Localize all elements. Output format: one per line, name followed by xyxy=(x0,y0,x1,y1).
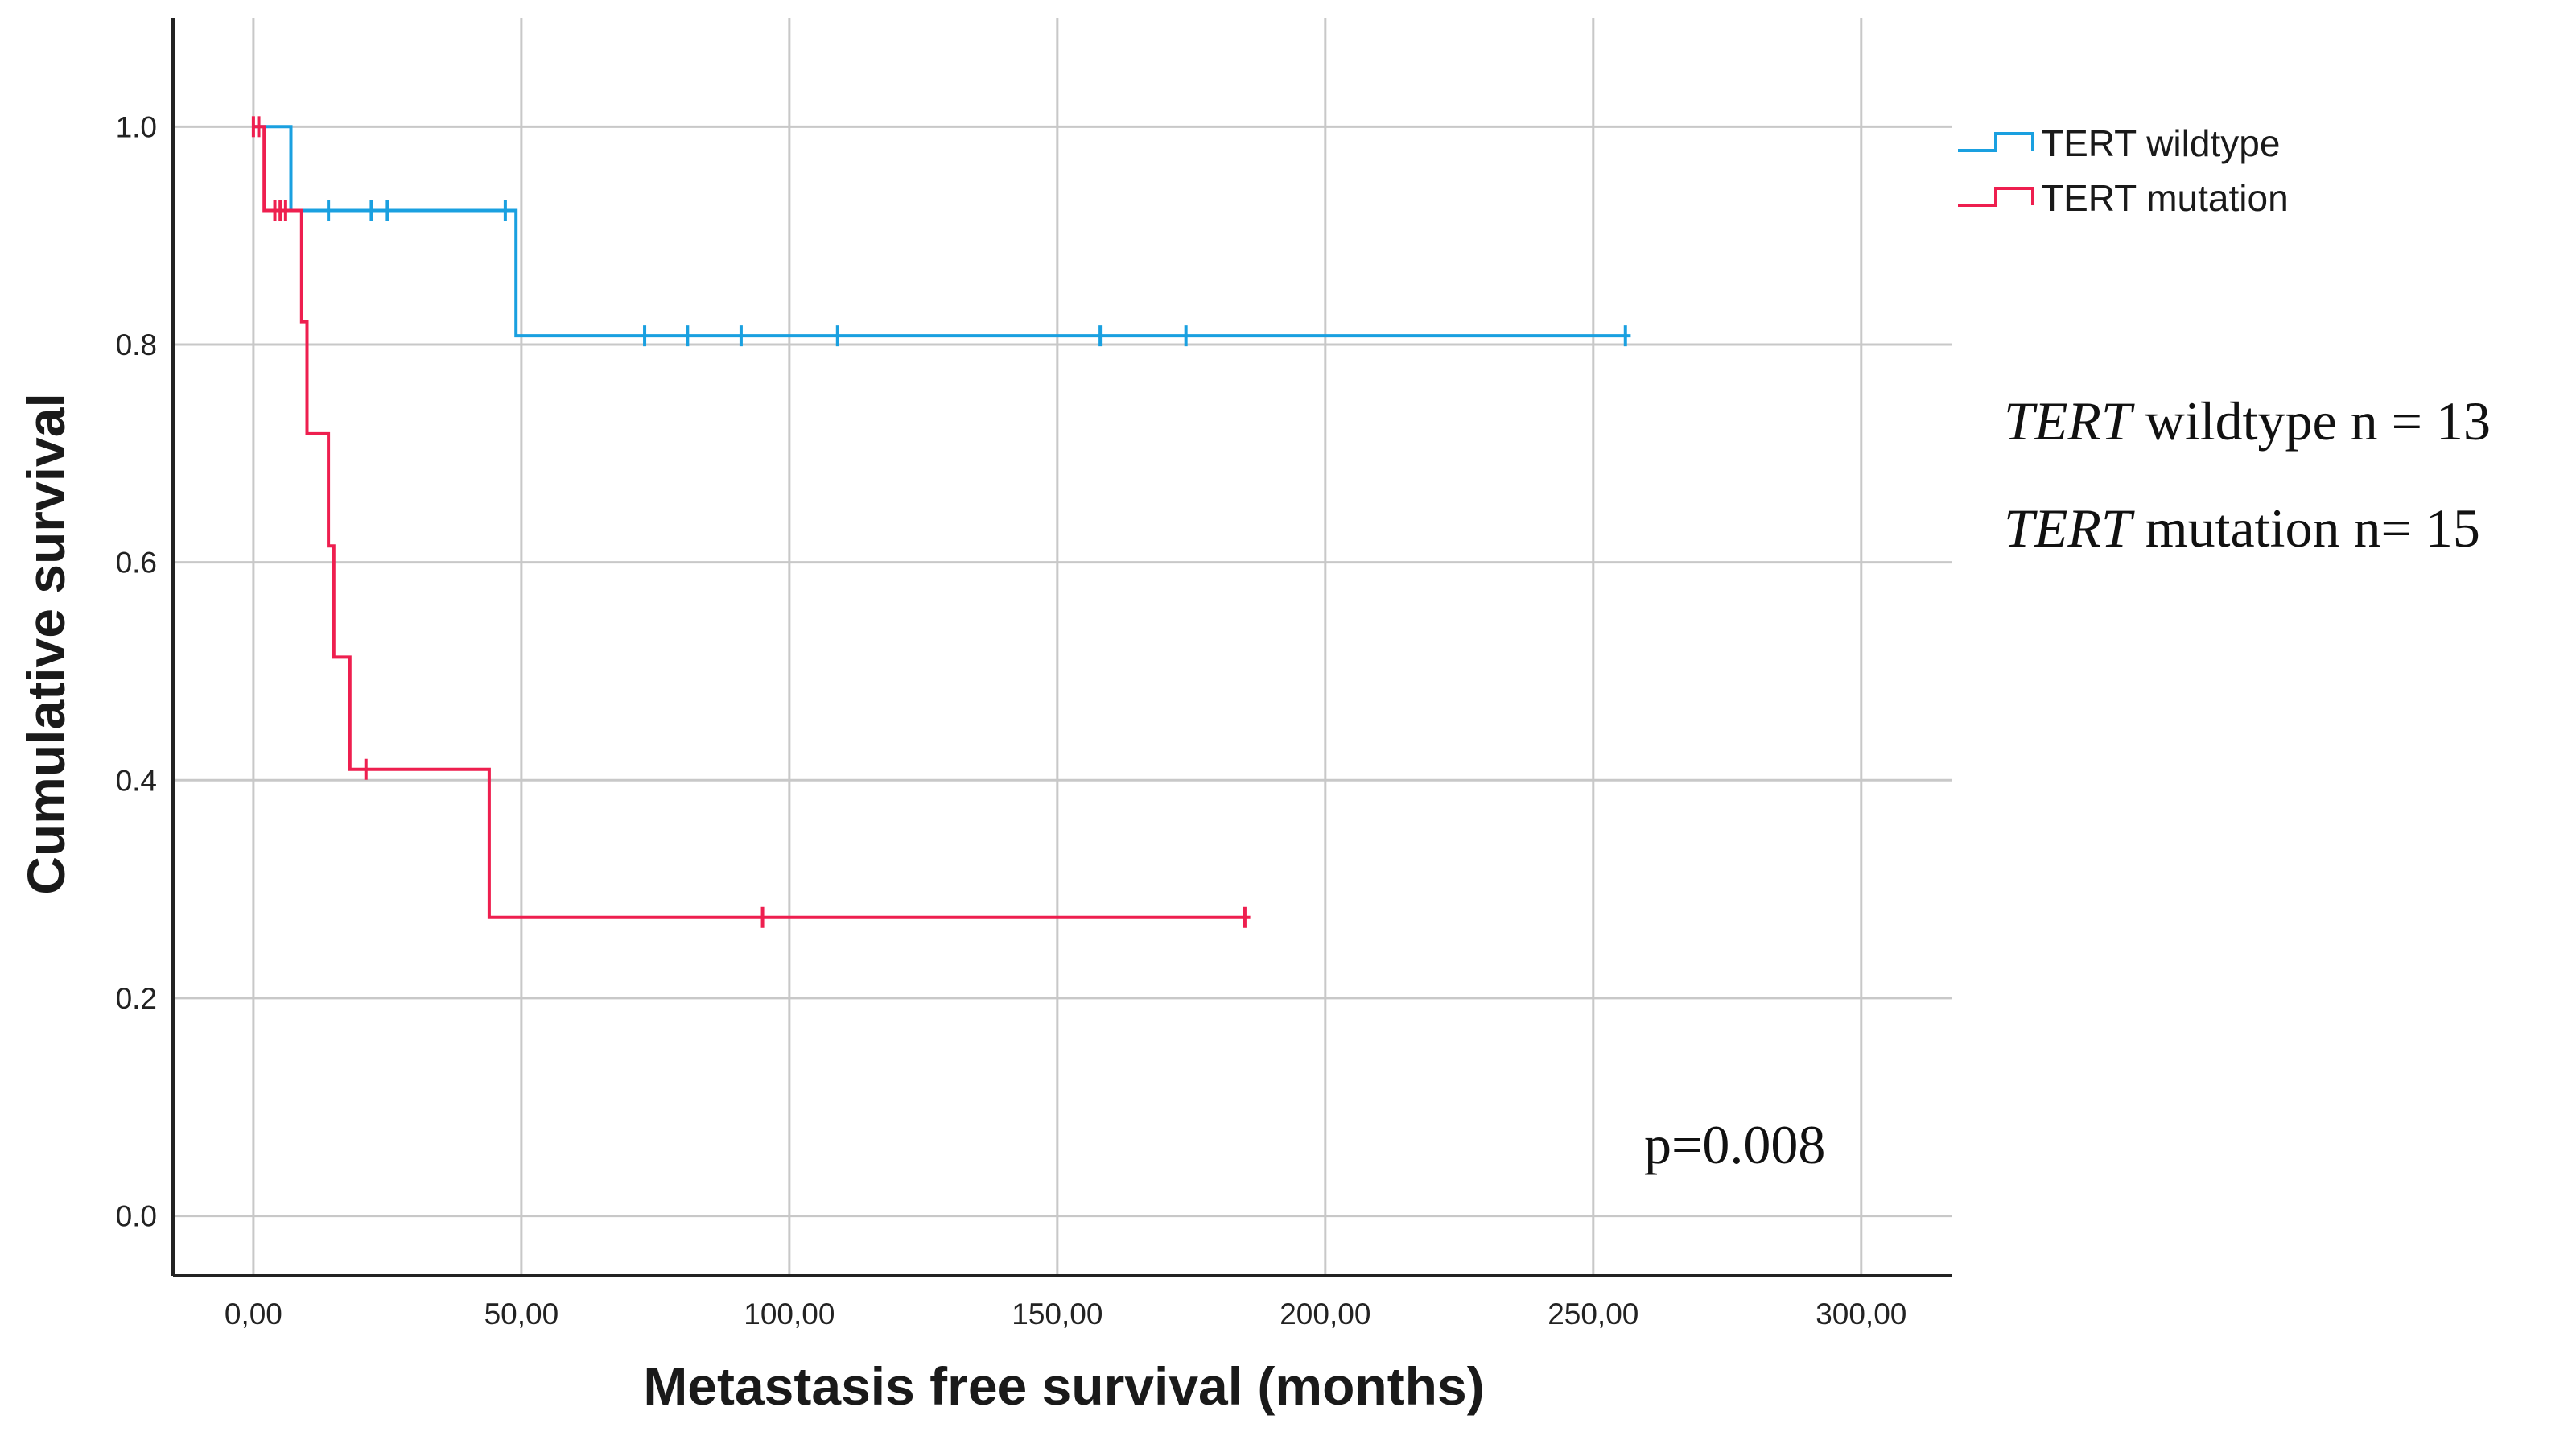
legend-label-wildtype: TERT wildtype xyxy=(2041,122,2280,164)
sample-size-mutation-count: mutation n= 15 xyxy=(2132,497,2480,559)
y-tick-label: 0.6 xyxy=(116,547,157,580)
legend-swatch-wildtype xyxy=(1958,132,2034,152)
x-tick-label: 100,00 xyxy=(744,1298,835,1331)
x-tick-label: 300,00 xyxy=(1816,1298,1906,1331)
y-axis-ticks: 0.0 0.2 0.4 0.6 0.8 1.0 xyxy=(116,110,157,1232)
legend-swatch-mutation xyxy=(1958,187,2034,207)
legend-label-mutation: TERT mutation xyxy=(2041,177,2289,219)
sample-size-wildtype: TERT wildtype n = 13 xyxy=(2004,390,2491,452)
x-axis-title: Metastasis free survival (months) xyxy=(643,1356,1484,1416)
sample-size-wildtype-gene: TERT xyxy=(2004,390,2135,452)
sample-size-mutation: TERT mutation n= 15 xyxy=(2004,497,2480,559)
legend: TERT wildtype TERT mutation xyxy=(1958,122,2289,219)
series-tert-wildtype xyxy=(253,125,1631,347)
y-tick-label: 0.0 xyxy=(116,1200,157,1233)
series-tert-mutation xyxy=(251,116,1251,928)
survival-curve-tert-wildtype xyxy=(253,125,1631,338)
y-tick-label: 0.2 xyxy=(116,982,157,1015)
x-tick-label: 0,00 xyxy=(225,1298,282,1331)
x-axis-ticks: 0,00 50,00 100,00 150,00 200,00 250,00 300,00 xyxy=(225,1298,1906,1331)
legend-item-mutation: TERT mutation xyxy=(1958,177,2289,219)
y-axis-title: Cumulative survival xyxy=(16,393,76,895)
horizontal-gridlines xyxy=(173,125,1952,1218)
y-tick-label: 0.4 xyxy=(116,764,157,797)
y-tick-label: 1.0 xyxy=(116,110,157,143)
x-tick-label: 250,00 xyxy=(1548,1298,1638,1331)
legend-item-wildtype: TERT wildtype xyxy=(1958,122,2280,164)
y-tick-label: 0.8 xyxy=(116,328,157,361)
survival-curve-tert-mutation xyxy=(253,125,1251,919)
sample-size-mutation-gene: TERT xyxy=(2004,497,2135,559)
sample-size-wildtype-count: wildtype n = 13 xyxy=(2132,390,2491,452)
x-tick-label: 150,00 xyxy=(1012,1298,1103,1331)
p-value-annotation: p=0.008 xyxy=(1644,1114,1825,1175)
x-tick-label: 200,00 xyxy=(1280,1298,1370,1331)
series-layer xyxy=(251,116,1631,928)
x-tick-label: 50,00 xyxy=(484,1298,559,1331)
vertical-gridlines xyxy=(252,18,1863,1276)
